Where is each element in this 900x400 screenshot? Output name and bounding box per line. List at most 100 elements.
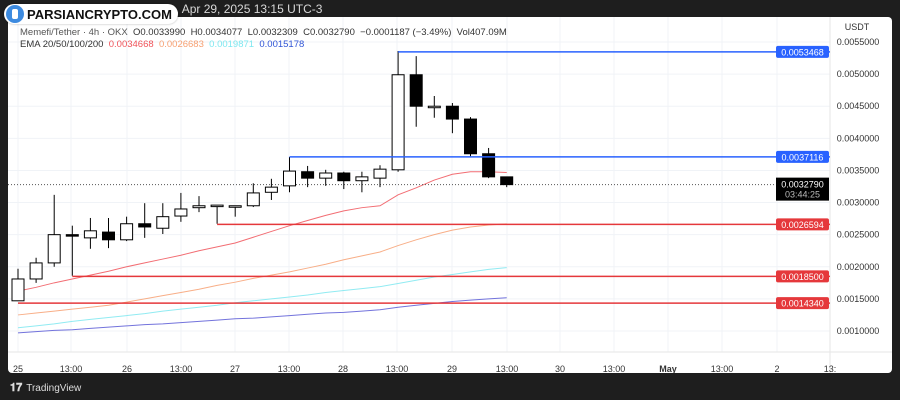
candle [11,268,25,302]
footer: 𝟏𝟕 TradingView [10,382,81,395]
title-bar: ew.com, Apr 29, 2025 13:15 UTC-3 [0,0,900,17]
candle [120,216,134,242]
price-tick-label: 0.0015000 [837,294,880,304]
tradingview-logo-icon: 𝟏𝟕 [10,382,23,394]
chart-panel[interactable]: 0.0053468 0.0037116 0.0026594 0.0018500 0.00… [8,17,892,373]
support-price-label: 0.0014340 [781,299,824,309]
time-tick-label: 2 [774,364,779,373]
ema50-value: 0.0026683 [158,39,204,50]
ema200-value: 0.0015178 [259,39,305,50]
time-tick-label: 13:00 [60,364,83,373]
ema100-line [17,267,507,329]
candle [373,165,387,188]
candle [65,225,79,276]
candle [391,50,405,172]
support-price-label: 0.0026594 [781,220,824,230]
candle [283,156,296,193]
symbol-info[interactable]: Memefi/Tether · 4h · OKX [20,27,128,38]
current-price-label: 0.0032790 [781,180,824,190]
time-tick-label: 13:00 [278,364,301,373]
candle [192,196,206,213]
ema-label[interactable]: EMA 20/50/100/200 [20,39,104,50]
candle-body [391,74,405,171]
candle-body [246,192,260,207]
candlestick-chart[interactable]: 0.0053468 0.0037116 0.0026594 0.0018500 0.00… [8,17,892,373]
volume-value: Vol407.09M [456,27,507,38]
time-tick-label: 13: [824,364,837,373]
ema200-line [17,297,507,334]
ema20-value: 0.0034668 [108,39,154,50]
candle [210,204,224,224]
price-tick-label: 0.0020000 [837,262,880,272]
resistance-price-label-bg [776,45,829,58]
candle [246,183,260,208]
candle-body [500,176,514,186]
open-value: O0.0033990 [132,27,186,38]
candle [355,171,369,193]
price-tick-label: 0.0055000 [837,37,880,47]
support-price-label: 0.0018500 [781,272,824,282]
candle [482,147,496,179]
candle-body [156,216,170,229]
price-tick-label: 0.0030000 [837,198,880,208]
time-tick-label: 25 [13,364,23,373]
resistance-price-label: 0.0037116 [782,152,824,162]
support-price-label-bg [776,297,829,310]
candle [319,169,333,186]
candle-body [409,74,423,107]
candle [29,257,43,283]
ema100-value: 0.0019871 [209,39,255,50]
candle-body [264,186,278,193]
price-tick-label: 0.0025000 [837,230,880,240]
candle [409,56,423,127]
candle-body [11,278,25,302]
candle-body [138,223,152,228]
watermark-logo: PARSIANCRYPTO.COM [4,4,178,24]
candle-body [29,262,43,280]
candle [47,194,61,267]
candle-body [464,118,477,155]
resistance-price-label: 0.0053468 [781,47,824,57]
candle-body [427,105,441,109]
price-tick-label: 0.0040000 [837,133,880,143]
time-tick-label: 13:00 [603,364,626,373]
candle-body [355,176,369,182]
candle-body [482,153,496,178]
price-tick-label: 0.0010000 [837,326,880,336]
candle-body [373,168,387,179]
time-tick-label: May [659,364,677,373]
candle-body [192,205,206,209]
support-price-label-bg [776,218,829,231]
time-tick-label: 13:00 [496,364,519,373]
candle [427,95,441,118]
candle [228,205,242,217]
candle [174,192,188,222]
chart-title: ew.com, Apr 29, 2025 13:15 UTC-3 [135,2,323,16]
candle-body [210,204,224,208]
candle-body [47,234,61,264]
time-tick-label: 28 [338,364,348,373]
time-tick-label: 29 [447,364,457,373]
candle-body [445,105,459,120]
candle [464,117,477,157]
change-value: −0.0001187 (−3.49%) [360,27,452,38]
price-tick-label: 0.0050000 [837,69,880,79]
time-tick-label: 30 [555,364,565,373]
candle [337,171,351,190]
resistance-price-label-bg [776,150,829,163]
candle [445,103,459,134]
brand-name[interactable]: TradingView [26,383,82,394]
candle [83,217,97,249]
time-tick-label: 26 [122,364,132,373]
candle [301,165,315,188]
candle-body [83,230,97,239]
close-value: C0.0032790 [303,27,355,38]
candle-body [319,172,333,179]
candle-body [301,171,315,179]
logo-tree-icon [6,5,24,23]
time-tick-label: 13:00 [711,364,734,373]
time-tick-label: 13:00 [170,364,193,373]
candle-body [120,223,134,241]
candle-body [102,231,115,241]
candle [138,203,152,238]
